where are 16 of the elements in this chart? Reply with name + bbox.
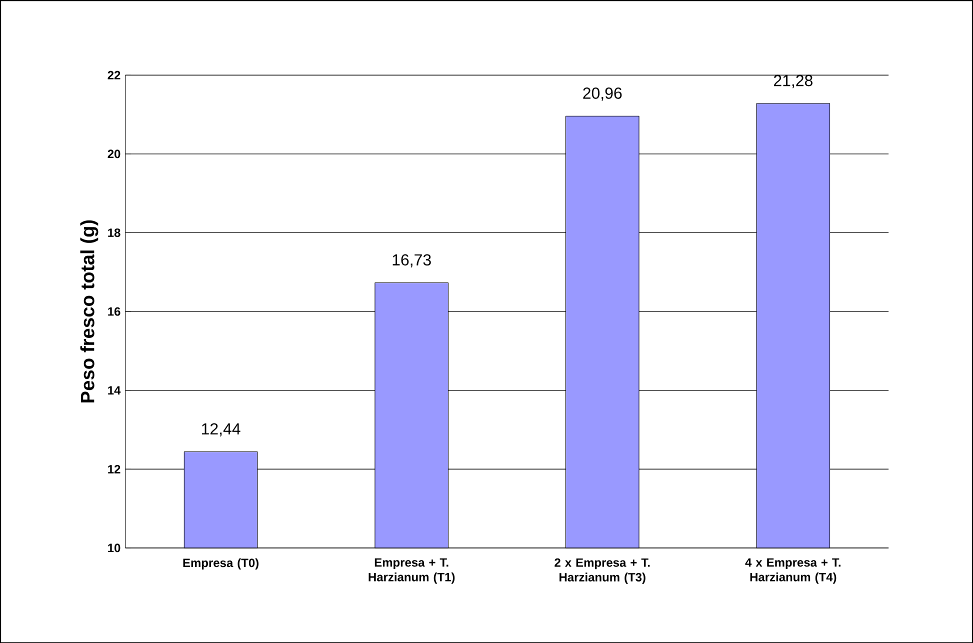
data-label: 16,73	[392, 254, 431, 268]
data-label: 20,96	[583, 87, 622, 101]
y-tick-label: 10	[108, 544, 120, 552]
data-label: 12,44	[202, 423, 240, 436]
x-tick-label: 4 x Empresa + T. Harzianum (T4)	[745, 558, 840, 584]
y-tick-label: 12	[108, 464, 120, 474]
y-tick-label: 18	[108, 228, 120, 237]
y-tick-label: 20	[108, 150, 120, 158]
y-tick-label: 14	[108, 386, 121, 394]
y-axis-title: Peso fresco total (g)	[80, 220, 98, 402]
y-tick-label: 16	[108, 307, 120, 316]
x-tick-label: Empresa (T0)	[183, 558, 258, 570]
x-tick-label: Empresa + T. Harzianum (T1)	[368, 558, 455, 584]
y-tick-label: 22	[108, 70, 120, 80]
x-tick-label: 2 x Empresa + T. Harzianum (T3)	[554, 558, 650, 584]
data-label: 21,28	[774, 74, 812, 88]
